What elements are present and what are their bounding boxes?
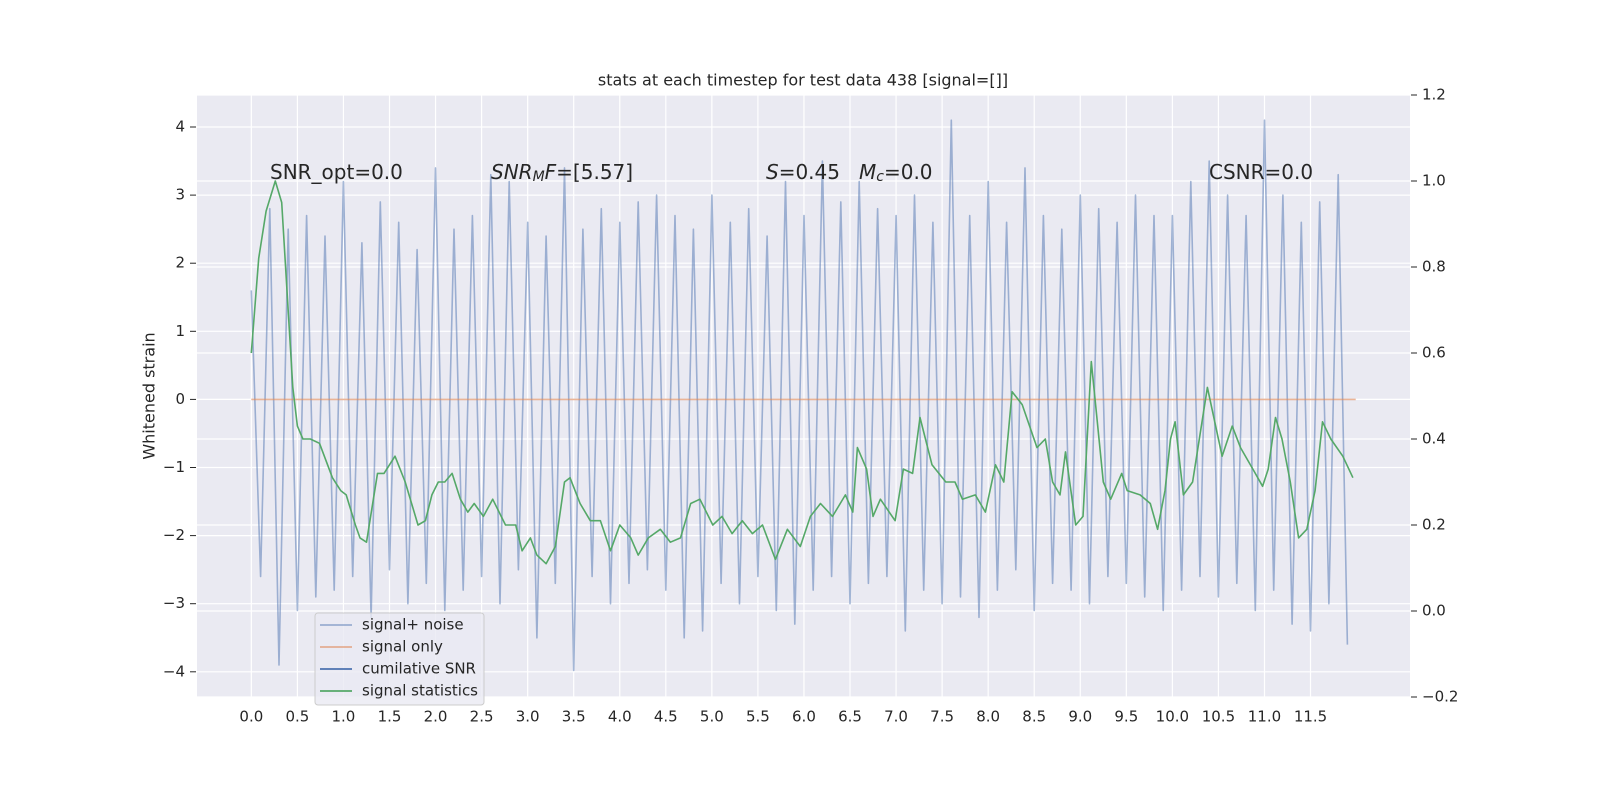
annotation-part: SNR_opt=0.0: [270, 160, 403, 184]
y2-tick-label: 0.0: [1422, 602, 1446, 620]
annotation-part: M: [533, 169, 545, 185]
annotation: CSNR=0.0: [1209, 160, 1313, 184]
annotation: Mc=0.0: [859, 160, 933, 186]
annotation: SNR_opt=0.0: [270, 160, 403, 184]
x-tick-label: 2.5: [470, 708, 494, 726]
annotation: SNRMF=[5.57]: [491, 160, 633, 186]
x-tick-label: 3.5: [562, 708, 586, 726]
x-tick-label: 0.5: [285, 708, 309, 726]
x-tick-label: 4.0: [608, 708, 632, 726]
x-tick-label: 5.0: [700, 708, 724, 726]
y-tick-label: −4: [163, 662, 185, 680]
y2-tick-label: 0.2: [1422, 516, 1446, 534]
annotation: S=0.45: [766, 160, 840, 184]
legend: signal+ noise signal only cumilative SNR si…: [314, 612, 485, 706]
x-tick-label: 1.0: [332, 708, 356, 726]
y-tick-label: 1: [175, 322, 185, 340]
x-tick-label: 1.5: [378, 708, 402, 726]
x-tick-label: 8.0: [976, 708, 1000, 726]
annotation-part: =0.45: [779, 160, 840, 184]
annotation-part: CSNR=0.0: [1209, 160, 1313, 184]
x-tick-label: 11.5: [1294, 708, 1327, 726]
annotation-part: M: [859, 160, 876, 184]
x-tick-label: 6.0: [792, 708, 816, 726]
x-tick-label: 0.0: [239, 708, 263, 726]
x-tick-label: 7.5: [930, 708, 954, 726]
chart-title: stats at each timestep for test data 438…: [598, 71, 1008, 90]
legend-label: signal statistics: [362, 682, 478, 700]
y-axis-label: Whitened strain: [140, 332, 159, 459]
y-tick-label: 0: [175, 390, 185, 408]
annotations: SNR_opt=0.0 SNRMF=[5.57] S=0.45 Mc=0.0 CSNR=…: [270, 160, 1313, 186]
annotation-part: S: [766, 160, 779, 184]
x-tick-label: 7.0: [884, 708, 908, 726]
ticks: 0.0 0.5 1.0 1.5 2.0 2.5 3.0 3.5 4.0 4.5 5.0 5.5 6.0 6…: [163, 86, 1459, 726]
series-line: [250, 180, 1354, 565]
y2-tick-label: 1.2: [1422, 86, 1446, 104]
y2-tick-label: 0.6: [1422, 344, 1446, 362]
y-tick-label: −3: [163, 594, 185, 612]
x-tick-label: 9.0: [1068, 708, 1092, 726]
x-tick-label: 8.5: [1022, 708, 1046, 726]
y-tick-label: 4: [175, 118, 185, 136]
x-tick-label: 10.5: [1202, 708, 1235, 726]
x-tick-label: 9.5: [1114, 708, 1138, 726]
x-tick-label: 5.5: [746, 708, 770, 726]
y-tick-label: −1: [163, 458, 185, 476]
legend-box: [314, 612, 485, 706]
y-tick-label: 2: [175, 254, 185, 272]
annotation-part: SNR: [491, 160, 533, 184]
legend-label: signal+ noise: [362, 616, 464, 634]
y2-tick-label: 0.4: [1422, 430, 1446, 448]
annotation-part: =[5.57]: [556, 160, 633, 184]
annotation-part: =0.0: [884, 160, 933, 184]
series-line: [250, 119, 1349, 672]
annotation-part: F: [545, 160, 557, 184]
y-tick-label: −2: [163, 526, 185, 544]
legend-label: signal only: [362, 638, 443, 656]
lines: [250, 119, 1356, 672]
x-tick-label: 4.5: [654, 708, 678, 726]
x-tick-label: 10.0: [1156, 708, 1189, 726]
legend-label: cumilative SNR: [362, 660, 476, 678]
y-tick-label: 3: [175, 186, 185, 204]
x-tick-label: 11.0: [1248, 708, 1281, 726]
y2-tick-label: 1.0: [1422, 172, 1446, 190]
x-tick-label: 6.5: [838, 708, 862, 726]
y2-tick-label: 0.8: [1422, 258, 1446, 276]
x-tick-label: 2.0: [424, 708, 448, 726]
y2-tick-label: −0.2: [1422, 688, 1458, 706]
annotation-part: c: [876, 169, 884, 185]
x-tick-label: 3.0: [516, 708, 540, 726]
